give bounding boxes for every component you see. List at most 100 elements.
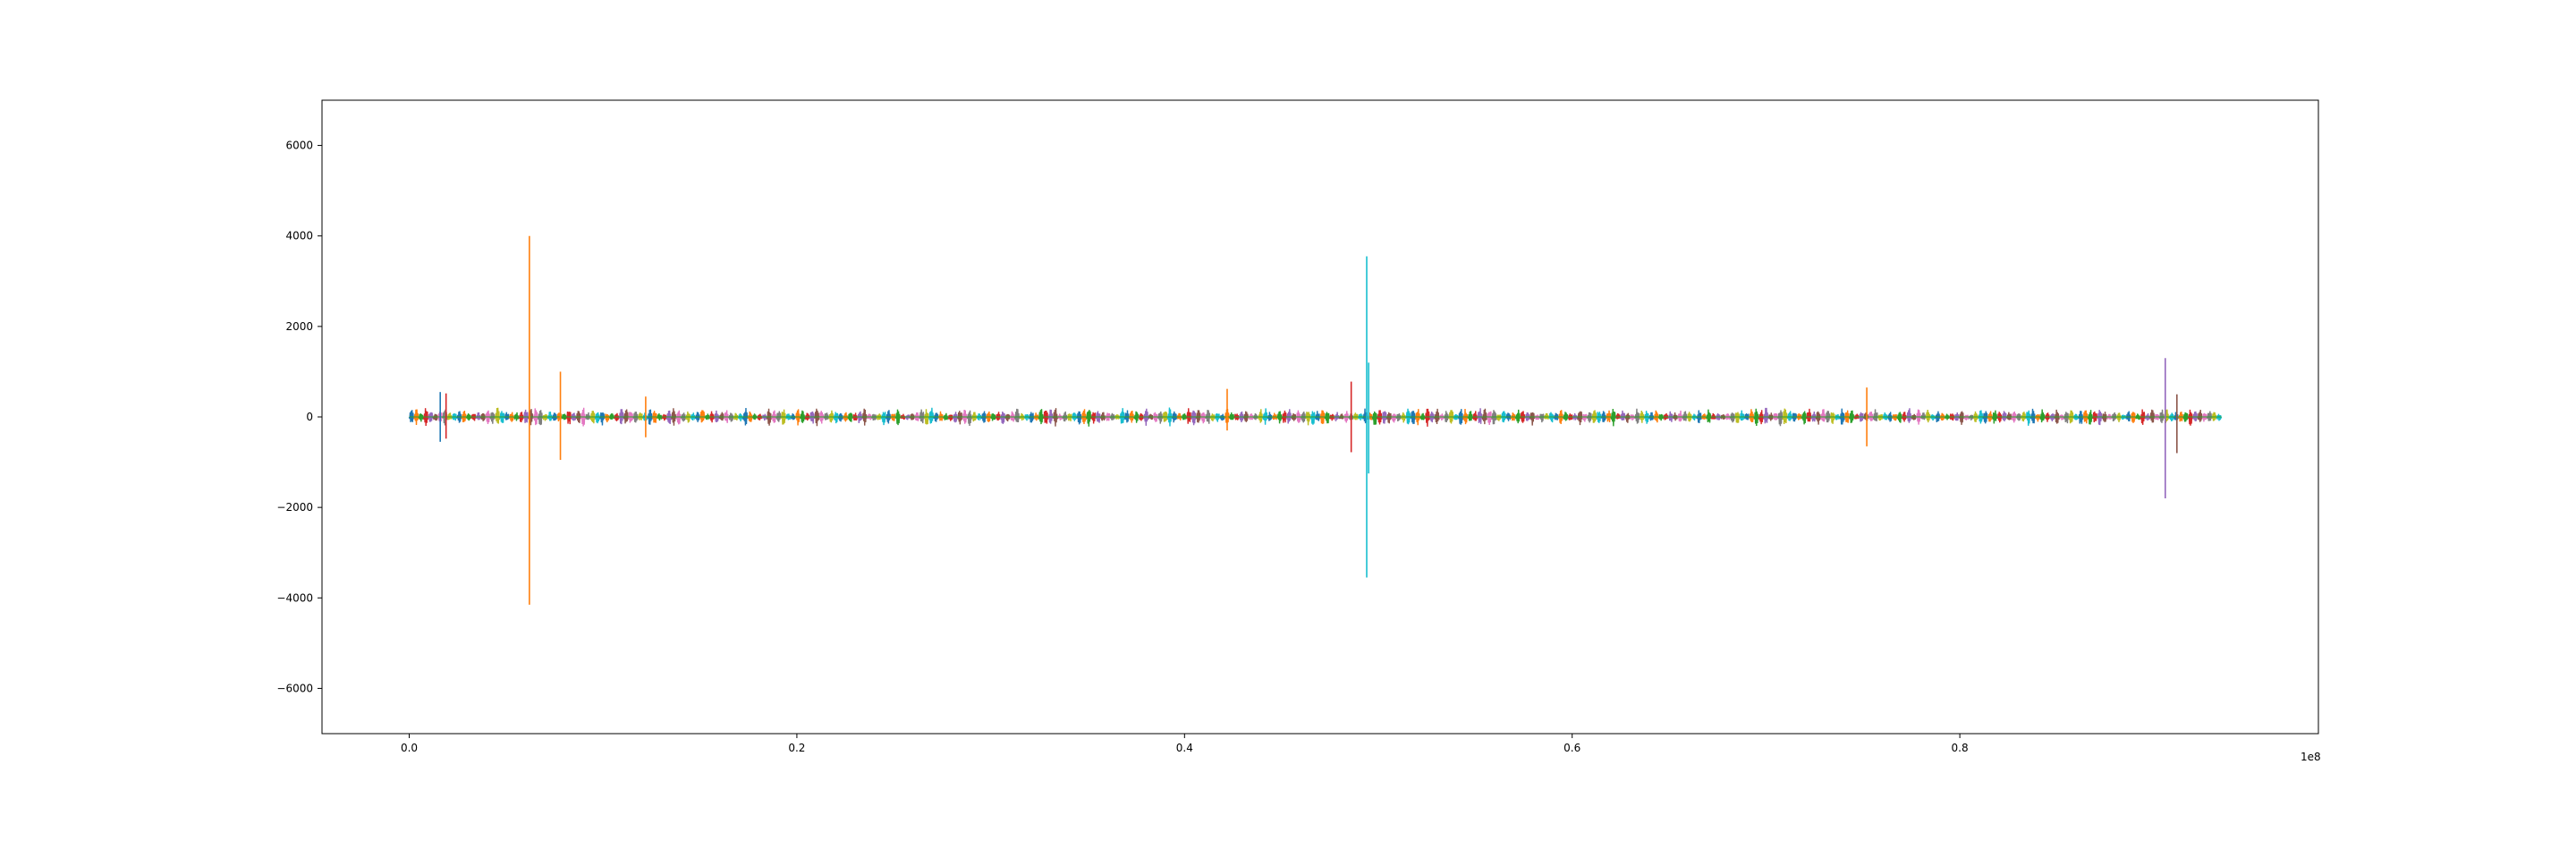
series-segment: [2111, 412, 2118, 422]
series-segment: [680, 412, 687, 422]
series-segment: [446, 412, 453, 421]
series-segment: [1391, 413, 1397, 423]
series-segment: [637, 412, 644, 420]
series-segment: [1657, 413, 1665, 421]
series-segment: [1734, 412, 1741, 423]
series-segment: [1271, 412, 1278, 421]
series-segment: [1199, 412, 1207, 424]
series-segment: [718, 412, 725, 421]
series-segment: [1181, 413, 1188, 420]
series-segment: [2182, 412, 2189, 422]
series-segment: [1982, 411, 1989, 424]
series-segment: [1706, 409, 1712, 423]
series-segment: [980, 411, 987, 423]
series-segment: [1385, 412, 1393, 424]
series-segment: [1486, 411, 1493, 425]
series-segment: [904, 414, 911, 420]
series-segment: [1896, 412, 1903, 423]
series-segment: [909, 413, 916, 420]
series-segment: [1405, 408, 1411, 425]
series-segment: [1563, 412, 1569, 421]
series-segment: [2044, 412, 2051, 422]
series-segment: [1099, 412, 1106, 421]
y-tick-label: −6000: [276, 682, 313, 694]
series-segment: [976, 413, 983, 421]
series-segment: [2049, 413, 2055, 421]
series-segment: [1972, 411, 1979, 422]
series-segment: [1023, 413, 1030, 421]
series-segment: [876, 413, 882, 420]
series-segment: [1720, 413, 1726, 420]
series-segment: [2177, 412, 2184, 422]
series-segment: [1109, 412, 1116, 420]
plot-area: [408, 235, 2223, 605]
series-segment: [2158, 409, 2165, 423]
series-segment: [1858, 412, 1865, 422]
series-segment: [1600, 411, 1607, 422]
series-segment: [1667, 411, 1674, 422]
series-segment: [1514, 409, 1521, 424]
series-segment: [1128, 410, 1135, 423]
series-segment: [1777, 410, 1784, 427]
series-segment: [962, 409, 969, 424]
series-segment: [1195, 410, 1202, 423]
series-segment: [1481, 408, 1488, 425]
series-segment: [1262, 408, 1268, 425]
series-segment: [1548, 412, 1555, 423]
series-segment: [418, 413, 425, 422]
series-segment: [880, 412, 887, 426]
series-segment: [861, 408, 869, 426]
series-segment: [2115, 412, 2123, 422]
series-segment: [1672, 412, 1679, 421]
series-segment: [1772, 412, 1779, 420]
series-segment: [1620, 410, 1626, 420]
series-segment: [618, 409, 625, 425]
y-axis: 6000 4000 2000 0 −2000 −4000 −6000: [276, 140, 322, 694]
series-segment: [2206, 411, 2213, 421]
series-segment: [1810, 411, 1818, 422]
series-segment: [852, 412, 859, 421]
series-segment: [766, 408, 773, 426]
series-segment: [2216, 413, 2223, 421]
series-segment: [513, 412, 520, 421]
series-segment: [1090, 412, 1097, 424]
series-segment: [1877, 413, 1884, 421]
series-segment: [1252, 413, 1259, 420]
series-segment: [1410, 411, 1417, 424]
series-segment: [894, 409, 902, 426]
series-segment: [1019, 412, 1025, 421]
series-segment: [1700, 413, 1707, 420]
series-segment: [1123, 410, 1131, 423]
series-segment: [1796, 412, 1803, 420]
series-segment: [2063, 412, 2070, 424]
series-segment: [890, 413, 897, 421]
series-segment: [1434, 408, 1440, 424]
series-segment: [2154, 413, 2160, 420]
series-segment: [1171, 411, 1178, 423]
series-segment: [794, 409, 801, 426]
series-segment: [1148, 413, 1154, 420]
series-segment: [1166, 407, 1174, 427]
series-segment: [1062, 411, 1068, 422]
series-segment: [704, 413, 711, 420]
series-segment: [1047, 409, 1054, 424]
series-segment: [2097, 410, 2104, 426]
series-segment: [2029, 408, 2037, 424]
series-segment: [2068, 410, 2075, 424]
series-segment: [489, 412, 496, 424]
series-segment: [771, 410, 777, 423]
series-segment: [456, 411, 462, 423]
series-segment: [1786, 411, 1793, 421]
series-segment: [561, 413, 568, 420]
series-segment: [1715, 412, 1722, 420]
series-segment: [1291, 412, 1297, 421]
series-segment: [665, 410, 673, 425]
series-segment: [1238, 411, 1245, 422]
series-segment: [699, 410, 706, 423]
series-segment: [479, 412, 487, 421]
series-segment: [866, 413, 873, 420]
series-segment: [1624, 412, 1631, 423]
series-segment: [2082, 410, 2089, 424]
series-segment: [1839, 408, 1846, 425]
series-segment: [2149, 409, 2156, 423]
